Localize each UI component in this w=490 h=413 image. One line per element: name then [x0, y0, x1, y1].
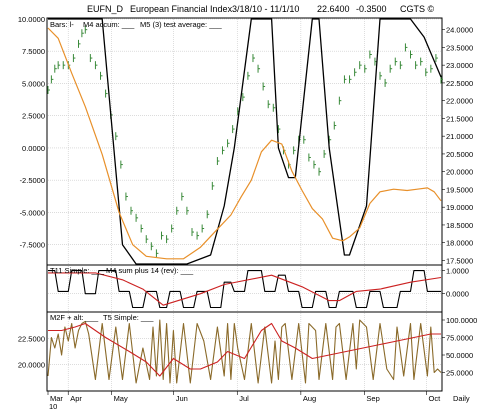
series-line-m4-accum — [48, 18, 442, 265]
month-label: Sep — [366, 394, 379, 403]
right-tick-label: 21.0000 — [446, 132, 473, 141]
tick-labels: 10.0000 7.5000 5.0000 2.5000 0.0000 -2.5000 -5… — [18, 15, 477, 378]
month-label: Jun — [176, 394, 188, 403]
grid-lines — [48, 18, 441, 390]
header-symbol: EUFN_D — [87, 4, 124, 14]
right-tick-label: 19.0000 — [446, 203, 473, 212]
price-panel — [46, 17, 443, 266]
series-line-m5-3-test-average — [47, 27, 442, 260]
period-label: Daily — [453, 394, 470, 403]
right-tick-label: 18.0000 — [446, 239, 473, 248]
year-label: 10 — [49, 402, 57, 411]
right-tick-label: 24.0000 — [446, 26, 473, 35]
month-label: Jul — [239, 394, 249, 403]
left-tick-label: 7.5000 — [22, 47, 45, 56]
legend-m4: M4 accum: ___ — [83, 20, 135, 29]
legend-bars: Bars: l- — [50, 20, 74, 29]
series-line-t5-simple — [48, 322, 441, 377]
series-line-m4-sum-plus-14-rev — [48, 272, 442, 306]
right-tick-label: 18.5000 — [446, 221, 473, 230]
left-tick-label: 5.0000 — [22, 79, 45, 88]
left-tick-label: 20.0000 — [18, 360, 45, 369]
month-axis: Mar Apr May Jun Jul Aug Sep Oct — [47, 391, 442, 403]
left-tick-label: 22.5000 — [18, 335, 45, 344]
right-tick-label: 100.0000 — [446, 316, 477, 325]
month-label: Oct — [429, 394, 442, 403]
month-label: May — [114, 394, 128, 403]
month-label: Mar — [50, 394, 63, 403]
month-label: Aug — [303, 394, 316, 403]
header-last: 22.6400 — [317, 4, 350, 14]
series-line-t11-simple — [48, 270, 441, 309]
legend-m5: M5 (3) test average: ___ — [140, 20, 223, 29]
legend-m2f: M2F + alt: ___ — [50, 313, 99, 322]
right-tick-label: 50.0000 — [446, 351, 473, 360]
right-tick-label: 75.0000 — [446, 334, 473, 343]
header-date-range: 3/18/10 - 11/1/10 — [232, 4, 299, 14]
right-tick-label: 20.0000 — [446, 168, 473, 177]
left-tick-label: 2.5000 — [22, 112, 45, 121]
right-tick-label: 21.5000 — [446, 114, 473, 123]
right-tick-label: 17.5000 — [446, 256, 473, 265]
legend-t5: T5 Simple: ___ — [103, 313, 154, 322]
legend-m4sum: M4 sum plus 14 (rev): ___ — [106, 266, 194, 275]
header-change: -0.3500 — [356, 4, 387, 14]
left-tick-label: -5.0000 — [20, 208, 45, 217]
right-tick-label: 0.0000 — [446, 290, 469, 299]
right-tick-label: 19.5000 — [446, 185, 473, 194]
right-tick-label: 22.0000 — [446, 97, 473, 106]
month-label: Apr — [70, 394, 82, 403]
series-line-m2f-alt — [47, 319, 442, 384]
left-tick-label: -7.5000 — [20, 241, 45, 250]
left-tick-label: 10.0000 — [18, 15, 45, 24]
right-tick-label: 25.0000 — [446, 369, 473, 378]
left-tick-label: 0.0000 — [22, 144, 45, 153]
right-tick-label: 22.5000 — [446, 79, 473, 88]
header-copyright: CGTS © — [400, 4, 435, 14]
right-tick-label: 23.0000 — [446, 61, 473, 70]
right-tick-label: 20.5000 — [446, 150, 473, 159]
right-tick-label: 1.0000 — [446, 267, 469, 276]
series-layer — [47, 18, 443, 384]
right-tick-label: 23.5000 — [446, 43, 473, 52]
left-tick-label: -2.5000 — [20, 176, 45, 185]
header-name: European Financial Index — [130, 4, 233, 14]
legend-t11: T11 Simple: ___ — [50, 266, 105, 275]
